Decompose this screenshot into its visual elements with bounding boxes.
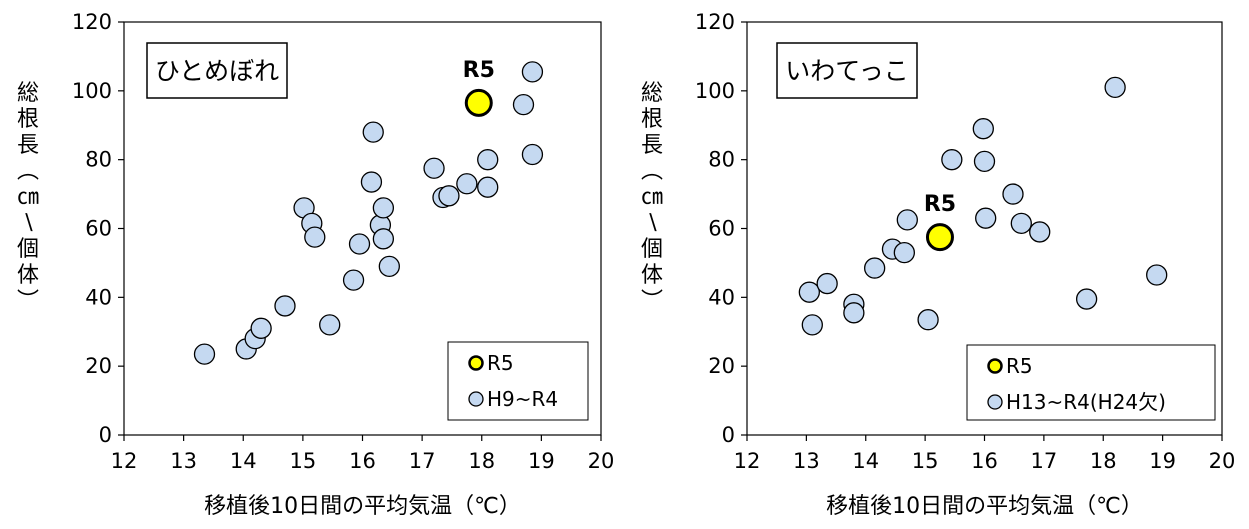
x-tick-label: 20 (1209, 449, 1236, 473)
data-point-past (864, 257, 886, 279)
data-point-past (896, 209, 918, 231)
chart-panel-iwatekko: 0 20 40 60 80 100 120 12 13 14 15 16 17 18 19 20 移植後10日間… (641, 10, 1235, 519)
data-point-past (342, 269, 365, 291)
data-point-past (360, 171, 383, 193)
x-tick-label: 15 (290, 449, 317, 473)
data-point-past (456, 173, 478, 195)
y-tick-label: 40 (708, 285, 735, 309)
data-point-past (423, 157, 445, 179)
y-axis-label: 総根長︵ ㎝ ∖個体︶ (17, 81, 39, 314)
x-tick-label: 14 (852, 449, 879, 473)
legend-label-past: H9~R4 (487, 387, 558, 411)
chart-panel-hitomebore: 0 20 40 60 80 100 120 12 13 14 15 16 17 18 19 20 移植後10日間… (17, 10, 614, 519)
y-tick-label: 60 (85, 217, 112, 241)
y-tick-label: 120 (72, 10, 112, 34)
data-point-past (521, 143, 544, 166)
data-point-past (372, 228, 395, 250)
variety-label-box (146, 42, 288, 99)
legend-marker-r5 (987, 358, 1003, 374)
x-tick-label: 13 (170, 449, 197, 473)
data-point-past (477, 149, 499, 171)
data-point-past (193, 343, 216, 365)
legend-label-r5: R5 (487, 351, 514, 375)
variety-label: ひとめぼれ (155, 57, 279, 86)
y-tick-label: 60 (708, 217, 735, 241)
y-tick-label: 40 (85, 285, 112, 309)
data-point-past (372, 197, 395, 219)
data-point-past (917, 309, 939, 331)
data-point-past (1010, 212, 1032, 234)
y-tick-label: 20 (708, 354, 735, 378)
x-tick-label: 19 (528, 449, 555, 473)
legend-box (447, 341, 589, 421)
r5-annotation: R5 (463, 58, 495, 83)
data-point-past (798, 281, 820, 303)
x-tick-label: 17 (1031, 449, 1058, 473)
data-point-past (378, 255, 400, 278)
y-tick-label: 120 (695, 10, 735, 34)
legend-label-r5: R5 (1006, 354, 1033, 378)
x-axis-label: 移植後10日間の平均気温（℃） (826, 494, 1143, 519)
legend-label-past: H13~R4(H24欠) (1006, 390, 1166, 414)
data-point-past (250, 317, 272, 339)
data-point-past (1104, 76, 1126, 99)
x-tick-label: 18 (1090, 449, 1117, 473)
x-tick-label: 17 (409, 449, 436, 473)
legend-marker-r5 (468, 355, 484, 371)
x-tick-label: 14 (230, 449, 257, 473)
data-point-past (893, 241, 915, 264)
data-point-past (319, 314, 341, 336)
data-point-past (1146, 264, 1168, 286)
x-tick-label: 15 (912, 449, 939, 473)
y-tick-label: 100 (72, 79, 112, 103)
x-axis-label: 移植後10日間の平均気温（℃） (204, 494, 521, 519)
y-tick-label: 20 (85, 354, 112, 378)
data-point-past (816, 272, 838, 295)
x-tick-label: 16 (971, 449, 998, 473)
data-point-past (1002, 183, 1024, 205)
variety-label: いわてっこ (785, 57, 909, 86)
data-point-past (1029, 221, 1051, 243)
data-point-past (512, 93, 535, 116)
r5-annotation: R5 (924, 192, 956, 217)
data-point-r5 (925, 223, 954, 252)
data-point-past (1075, 288, 1098, 310)
data-point-past (972, 118, 994, 140)
y-tick-label: 100 (695, 79, 735, 103)
y-axis-label: 総根長︵ ㎝ ∖個体︶ (641, 81, 663, 314)
data-point-past (477, 176, 499, 198)
y-tick-label: 80 (85, 148, 112, 172)
x-tick-label: 12 (111, 449, 138, 473)
x-tick-label: 20 (588, 449, 615, 473)
data-point-past (975, 207, 997, 229)
legend-marker-past (468, 391, 484, 407)
legend-box (966, 344, 1216, 421)
data-point-past (304, 226, 326, 248)
x-tick-label: 19 (1149, 449, 1176, 473)
y-tick-label: 0 (722, 423, 735, 447)
y-tick-label: 0 (99, 423, 112, 447)
data-point-past (843, 302, 865, 324)
x-tick-label: 13 (793, 449, 820, 473)
data-point-past (438, 185, 460, 207)
legend-marker-past (987, 394, 1003, 410)
data-point-past (274, 295, 296, 317)
data-point-past (941, 149, 963, 171)
data-point-past (801, 314, 823, 336)
x-tick-label: 18 (468, 449, 495, 473)
data-point-past (362, 121, 384, 143)
x-tick-label: 16 (349, 449, 376, 473)
data-point-past (973, 150, 996, 173)
data-point-past (521, 61, 544, 83)
variety-label-box (776, 42, 918, 99)
data-point-r5 (464, 88, 493, 117)
y-tick-label: 80 (708, 148, 735, 172)
x-tick-label: 12 (734, 449, 761, 473)
data-point-past (348, 233, 371, 255)
